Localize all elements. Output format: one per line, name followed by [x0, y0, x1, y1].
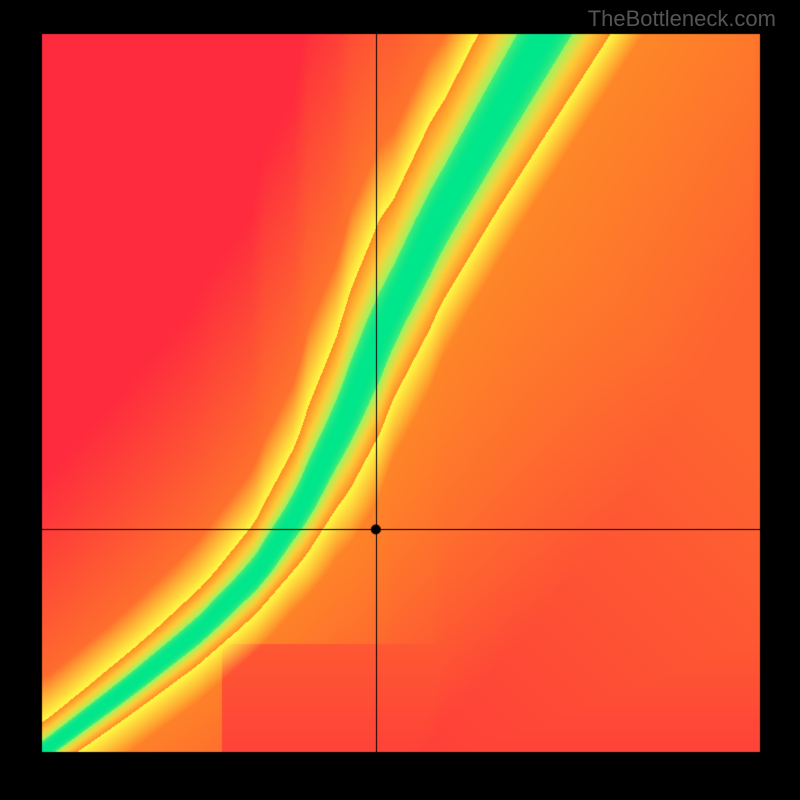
heatmap-canvas	[0, 0, 800, 800]
watermark-text: TheBottleneck.com	[588, 6, 776, 32]
chart-container: TheBottleneck.com	[0, 0, 800, 800]
